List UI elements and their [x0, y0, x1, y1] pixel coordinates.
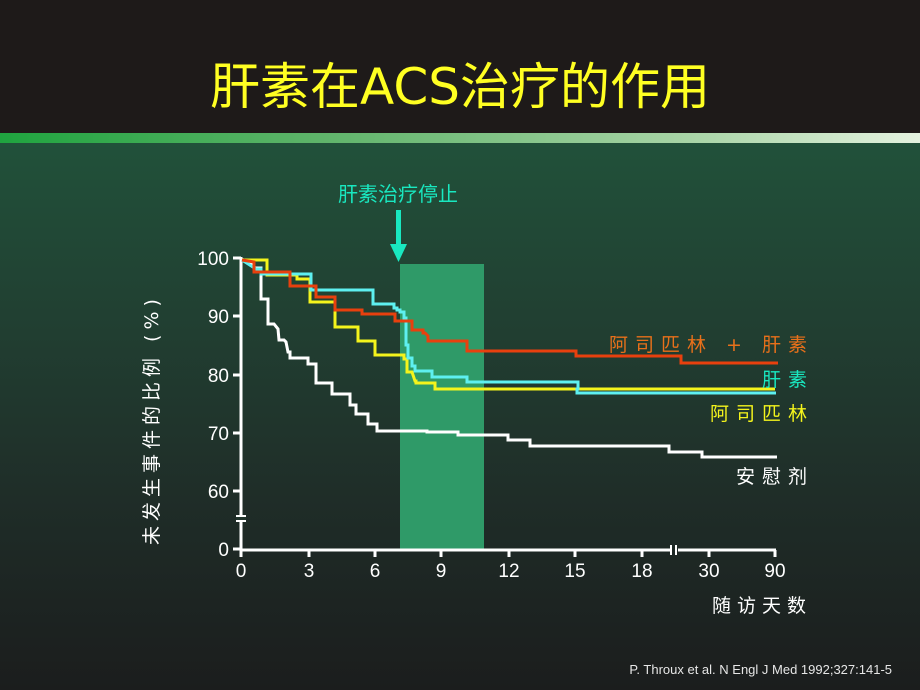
legend-aspirin: 阿司匹林 — [710, 403, 814, 425]
arrow-down-icon — [390, 210, 407, 262]
x-axis — [239, 548, 777, 557]
y-tick-label: 90 — [208, 307, 229, 328]
x-tick-label: 18 — [631, 561, 652, 582]
y-axis-break-icon — [236, 515, 246, 522]
legend-heparin: 肝素 — [762, 369, 814, 391]
curve-aspirin-heparin — [241, 258, 778, 365]
y-axis-title: 未发生事件的比例 (%) — [141, 294, 163, 545]
y-tick-label: 70 — [208, 424, 229, 445]
y-tick-label: 0 — [218, 540, 229, 561]
legend-placebo: 安慰剂 — [736, 466, 814, 488]
accent-stripe — [0, 133, 920, 143]
x-tick-label: 30 — [698, 561, 719, 582]
heparin-stop-band — [400, 264, 484, 550]
x-tick-labels: 0 3 6 9 12 15 18 30 90 — [236, 561, 786, 582]
legend-aspirin-heparin: 阿司匹林 + 肝素 — [609, 334, 814, 356]
legend: 阿司匹林 + 肝素 肝素 阿司匹林 安慰剂 — [609, 334, 814, 488]
x-axis-break-icon — [670, 545, 677, 555]
y-axis — [233, 256, 243, 551]
curve-aspirin — [242, 258, 775, 391]
slide-title: 肝素在ACS治疗的作用 — [210, 58, 710, 116]
y-tick-label: 60 — [208, 482, 229, 503]
x-tick-label: 15 — [564, 561, 585, 582]
y-tick-labels: 100 90 80 70 60 0 — [197, 249, 229, 561]
curve-heparin — [241, 258, 776, 395]
y-tick-label: 80 — [208, 366, 229, 387]
x-tick-label: 12 — [498, 561, 519, 582]
citation: P. Throux et al. N Engl J Med 1992;327:1… — [629, 662, 892, 677]
curve-placebo — [240, 257, 777, 459]
y-tick-label: 100 — [197, 249, 229, 270]
title-bar: 肝素在ACS治疗的作用 — [0, 0, 920, 133]
x-tick-label: 9 — [436, 561, 447, 582]
x-tick-label: 3 — [304, 561, 315, 582]
x-tick-label: 0 — [236, 561, 247, 582]
x-tick-label: 6 — [370, 561, 381, 582]
x-tick-label: 90 — [764, 561, 785, 582]
x-axis-title: 随访天数 — [712, 595, 812, 617]
heparin-stop-annotation: 肝素治疗停止 — [338, 182, 458, 206]
